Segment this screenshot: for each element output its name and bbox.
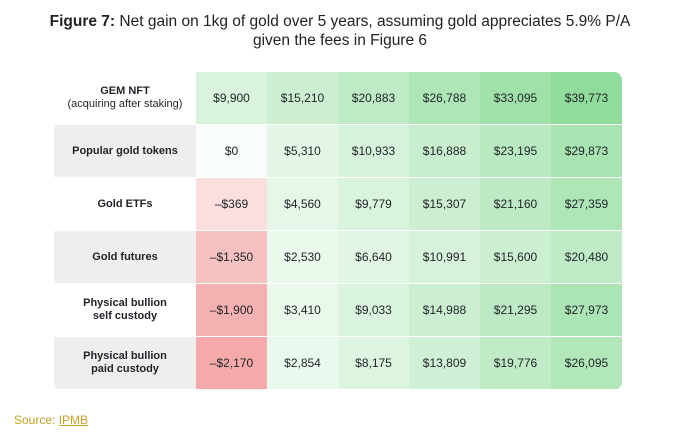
heatmap-table: GEM NFT (acquiring after staking) $9,900 $1… [54,72,622,390]
value-cell: $26,788 [409,72,480,125]
row-label-sub: (acquiring after staking) [67,98,183,110]
value-cell: $9,779 [338,178,409,231]
value-cell: $10,933 [338,125,409,178]
value-cell: –$2,170 [196,337,267,390]
value-cell: –$1,900 [196,284,267,337]
value-cell: $27,359 [551,178,622,231]
row-label: GEM NFT (acquiring after staking) [54,72,196,125]
value-cell: $21,160 [480,178,551,231]
value-cell: $26,095 [551,337,622,390]
value-cell: $0 [196,125,267,178]
source-link[interactable]: IPMB [58,413,89,427]
value-cell: $15,600 [480,231,551,284]
value-cell: $23,195 [480,125,551,178]
value-cell: $3,410 [267,284,338,337]
value-cell: $20,883 [338,72,409,125]
source-note: Source: IPMB [14,413,88,427]
value-cell: $15,210 [267,72,338,125]
value-cell: $6,640 [338,231,409,284]
value-cell: $5,310 [267,125,338,178]
value-cell: $21,295 [480,284,551,337]
value-cell: $2,530 [267,231,338,284]
row-label-sub: paid custody [91,363,159,375]
value-cell: $9,900 [196,72,267,125]
value-cell: $8,175 [338,337,409,390]
row-label-main: Popular gold tokens [72,144,178,157]
row-label: Gold futures [54,231,196,284]
row-label: Gold ETFs [54,178,196,231]
row-label-main: Physical bullion [83,297,167,309]
row-label: Physical bullion paid custody [54,337,196,390]
value-cell: $4,560 [267,178,338,231]
value-cell: $16,888 [409,125,480,178]
figure-label: Figure 7: [49,13,116,30]
row-label-main: GEM NFT [100,85,150,97]
row-label-main: Gold futures [92,250,158,263]
value-cell: $10,991 [409,231,480,284]
row-label: Popular gold tokens [54,125,196,178]
value-cell: $2,854 [267,337,338,390]
source-label: Source: [14,413,56,427]
title-line-2: given the fees in Figure 6 [252,32,428,49]
value-cell: $14,988 [409,284,480,337]
row-label-main: Gold ETFs [97,197,153,210]
value-cell: $39,773 [551,72,622,125]
value-cell: $9,033 [338,284,409,337]
row-label: Physical bullion self custody [54,284,196,337]
value-cell: –$369 [196,178,267,231]
value-cell: $13,809 [409,337,480,390]
title-text: Net gain on 1kg of gold over 5 years, as… [119,13,631,30]
value-cell: $20,480 [551,231,622,284]
value-cell: $29,873 [551,125,622,178]
title-line-1: Figure 7: Net gain on 1kg of gold over 5… [0,12,680,31]
value-cell: $33,095 [480,72,551,125]
value-cell: –$1,350 [196,231,267,284]
row-label-sub: self custody [92,310,158,322]
value-cell: $27,973 [551,284,622,337]
value-cell: $19,776 [480,337,551,390]
figure-title: Figure 7: Net gain on 1kg of gold over 5… [0,12,680,50]
row-label-main: Physical bullion [83,350,167,362]
value-cell: $15,307 [409,178,480,231]
